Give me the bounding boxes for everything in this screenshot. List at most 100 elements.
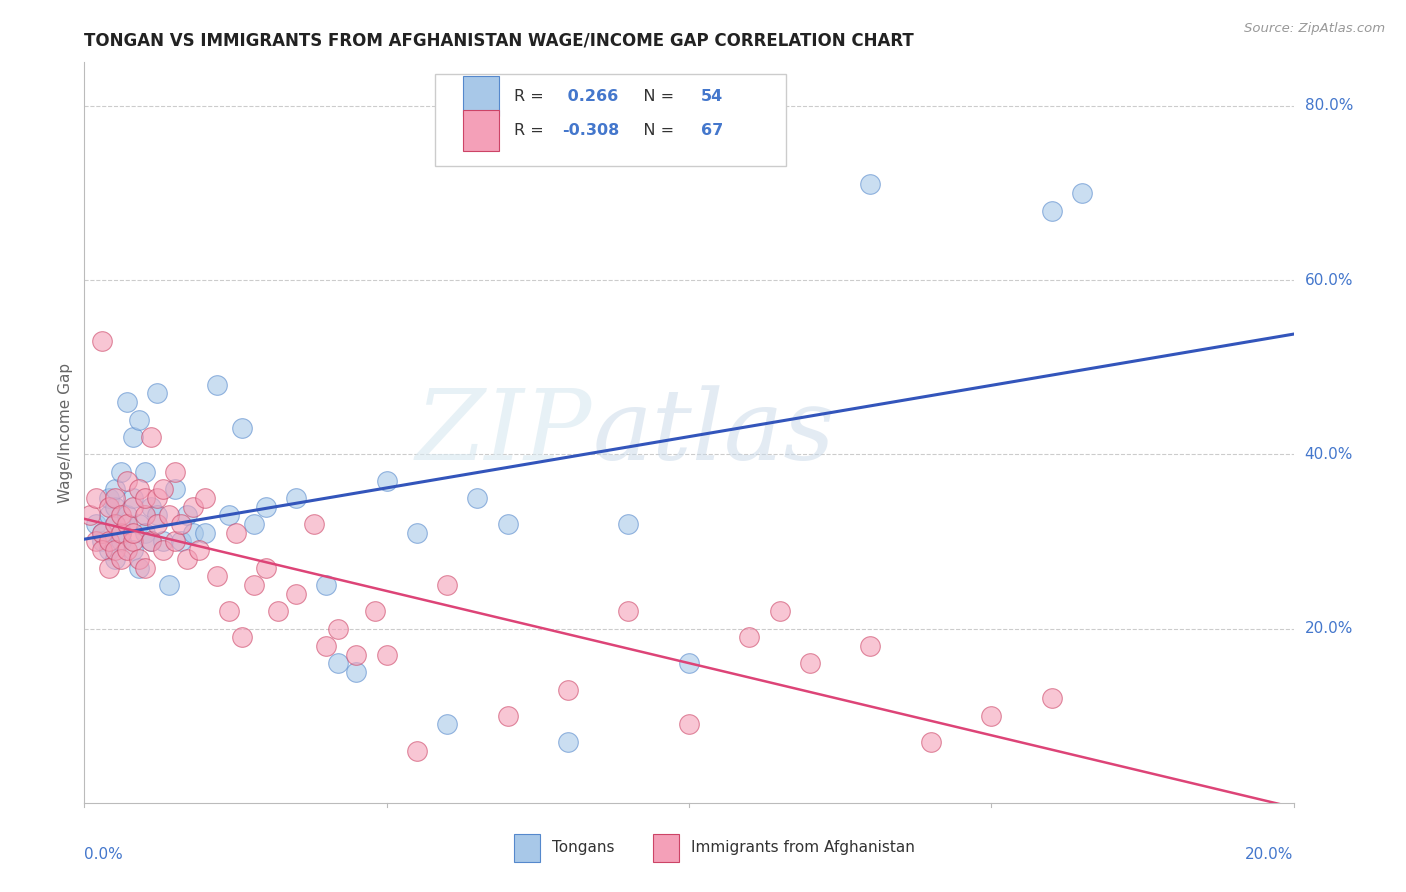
Point <box>769 604 792 618</box>
Point <box>170 517 193 532</box>
Point <box>165 482 187 496</box>
Point <box>128 552 150 566</box>
Point <box>678 657 700 671</box>
Point <box>152 543 174 558</box>
Point <box>86 534 108 549</box>
Point <box>859 178 882 192</box>
Bar <box>463 110 499 151</box>
Point <box>165 534 187 549</box>
Point <box>467 491 489 505</box>
Text: N =: N = <box>628 123 679 137</box>
Text: R =: R = <box>513 88 548 103</box>
Point <box>104 482 127 496</box>
Point <box>436 717 458 731</box>
Point <box>139 534 162 549</box>
Point <box>980 708 1002 723</box>
Point <box>110 465 132 479</box>
Point <box>285 587 308 601</box>
Point <box>254 560 277 574</box>
Point <box>115 508 138 523</box>
Bar <box>513 834 540 862</box>
Text: 54: 54 <box>702 88 723 103</box>
Point <box>181 500 204 514</box>
Point <box>1040 691 1063 706</box>
Text: R =: R = <box>513 123 548 137</box>
Point <box>799 657 821 671</box>
Point <box>134 508 156 523</box>
Point <box>176 552 198 566</box>
Point <box>363 604 385 618</box>
Text: 20.0%: 20.0% <box>1246 847 1294 863</box>
Point <box>496 517 519 532</box>
Point <box>181 525 204 540</box>
Point <box>86 517 108 532</box>
Point <box>104 500 127 514</box>
Point <box>152 534 174 549</box>
Point <box>557 735 579 749</box>
Text: atlas: atlas <box>592 385 835 480</box>
Point <box>110 525 132 540</box>
Point <box>170 534 193 549</box>
Point <box>128 560 150 574</box>
Point <box>176 508 198 523</box>
Point <box>128 412 150 426</box>
Point <box>617 604 640 618</box>
Point <box>110 552 132 566</box>
Point <box>328 657 350 671</box>
Point <box>121 500 143 514</box>
Point <box>128 517 150 532</box>
Point <box>152 482 174 496</box>
Point <box>406 743 429 757</box>
Point <box>146 386 169 401</box>
Point <box>139 500 162 514</box>
Point <box>315 639 337 653</box>
Point <box>146 517 169 532</box>
Point <box>146 508 169 523</box>
Point <box>121 430 143 444</box>
Point <box>134 465 156 479</box>
Point <box>207 377 229 392</box>
Point <box>346 665 368 680</box>
Point <box>97 560 120 574</box>
Text: 60.0%: 60.0% <box>1305 273 1353 288</box>
Point <box>1071 186 1094 200</box>
Text: 67: 67 <box>702 123 723 137</box>
Point <box>194 525 217 540</box>
Point <box>157 578 180 592</box>
Point <box>115 543 138 558</box>
Point <box>139 534 162 549</box>
Point <box>91 525 114 540</box>
Bar <box>463 76 499 117</box>
Text: Tongans: Tongans <box>553 840 614 855</box>
Point <box>328 622 350 636</box>
Point <box>121 543 143 558</box>
Point <box>315 578 337 592</box>
Point <box>104 517 127 532</box>
Point <box>121 534 143 549</box>
Point <box>218 508 240 523</box>
Point <box>115 474 138 488</box>
Point <box>242 578 264 592</box>
Point <box>225 525 247 540</box>
Point <box>115 517 138 532</box>
Text: N =: N = <box>628 88 679 103</box>
Point <box>91 534 114 549</box>
Point <box>104 543 127 558</box>
Point <box>375 474 398 488</box>
Text: Immigrants from Afghanistan: Immigrants from Afghanistan <box>692 840 915 855</box>
Point <box>97 500 120 514</box>
Point <box>617 517 640 532</box>
Point <box>346 648 368 662</box>
Point <box>231 421 253 435</box>
Point <box>302 517 325 532</box>
Point <box>91 525 114 540</box>
Text: ZIP: ZIP <box>416 385 592 480</box>
Point <box>110 534 132 549</box>
Point <box>557 682 579 697</box>
Point <box>920 735 942 749</box>
Point <box>104 552 127 566</box>
Point <box>128 482 150 496</box>
Point <box>218 604 240 618</box>
Point <box>97 508 120 523</box>
Point <box>115 395 138 409</box>
